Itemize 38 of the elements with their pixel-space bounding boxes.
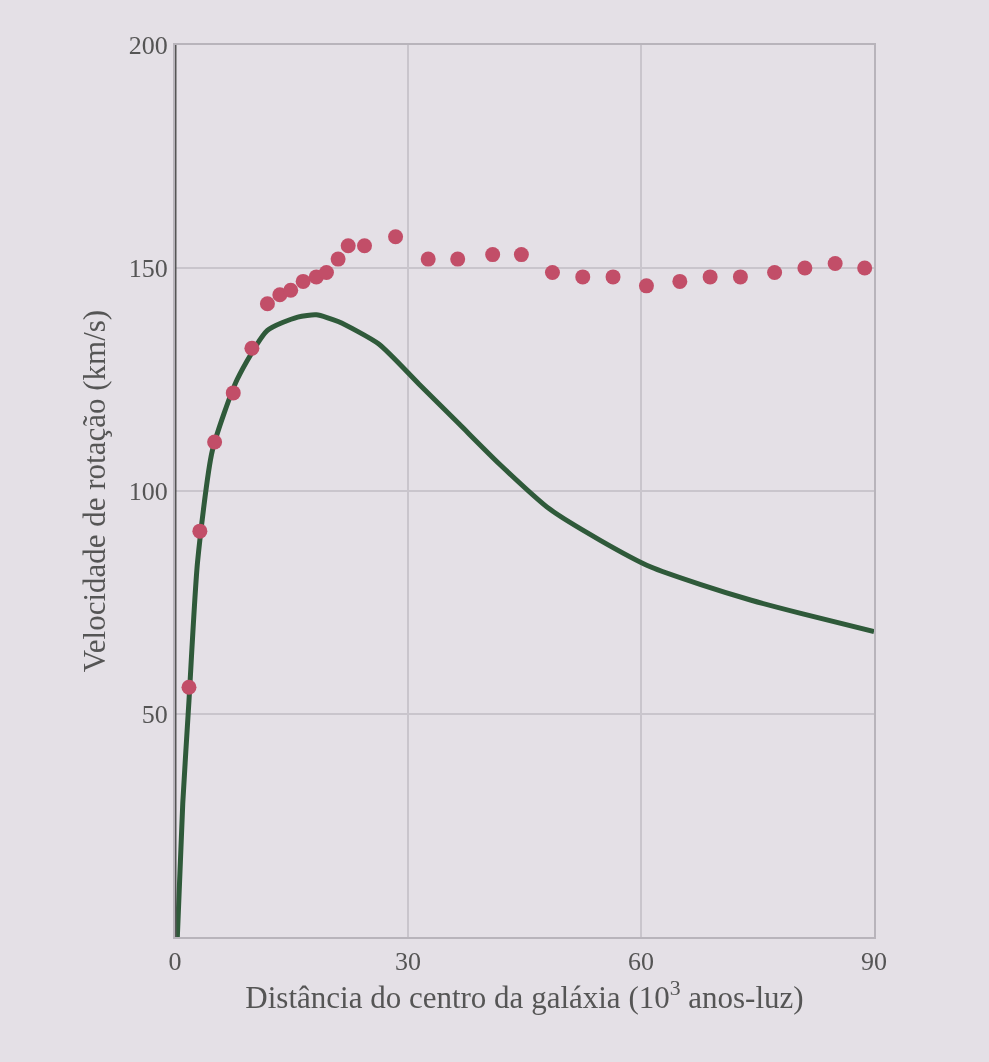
y-tick-label: 100 — [128, 477, 168, 507]
x-tick-label: 30 — [395, 947, 421, 977]
point — [513, 247, 529, 263]
y-tick-label: 150 — [128, 254, 168, 284]
point — [357, 238, 373, 254]
point — [485, 247, 501, 263]
point — [732, 269, 748, 285]
point — [767, 264, 783, 280]
point — [827, 256, 843, 272]
point — [295, 273, 311, 289]
x-tick-label: 90 — [861, 947, 887, 977]
point — [575, 269, 591, 285]
point — [192, 523, 208, 539]
point — [259, 296, 275, 312]
point — [244, 340, 260, 356]
y-tick-label: 50 — [141, 700, 168, 730]
point — [450, 251, 466, 267]
point — [340, 238, 356, 254]
point — [638, 278, 654, 294]
point — [225, 385, 241, 401]
point — [420, 251, 436, 267]
point — [672, 273, 688, 289]
point — [388, 229, 404, 245]
point — [605, 269, 621, 285]
point — [702, 269, 718, 285]
x-tick-label: 60 — [628, 947, 654, 977]
y-axis-title: Velocidade de rotação (km/s) — [76, 309, 112, 673]
y-tick-label: 200 — [128, 31, 168, 61]
point — [544, 264, 560, 280]
x-axis-title: Distância do centro da galáxia (10$^{3}$ anos-luz) — [245, 976, 804, 1016]
point — [207, 434, 223, 450]
point — [283, 282, 299, 298]
point — [330, 251, 346, 267]
point — [797, 260, 813, 276]
point — [181, 679, 197, 695]
point — [857, 260, 873, 276]
point — [318, 264, 334, 280]
x-tick-label: 0 — [168, 947, 182, 977]
